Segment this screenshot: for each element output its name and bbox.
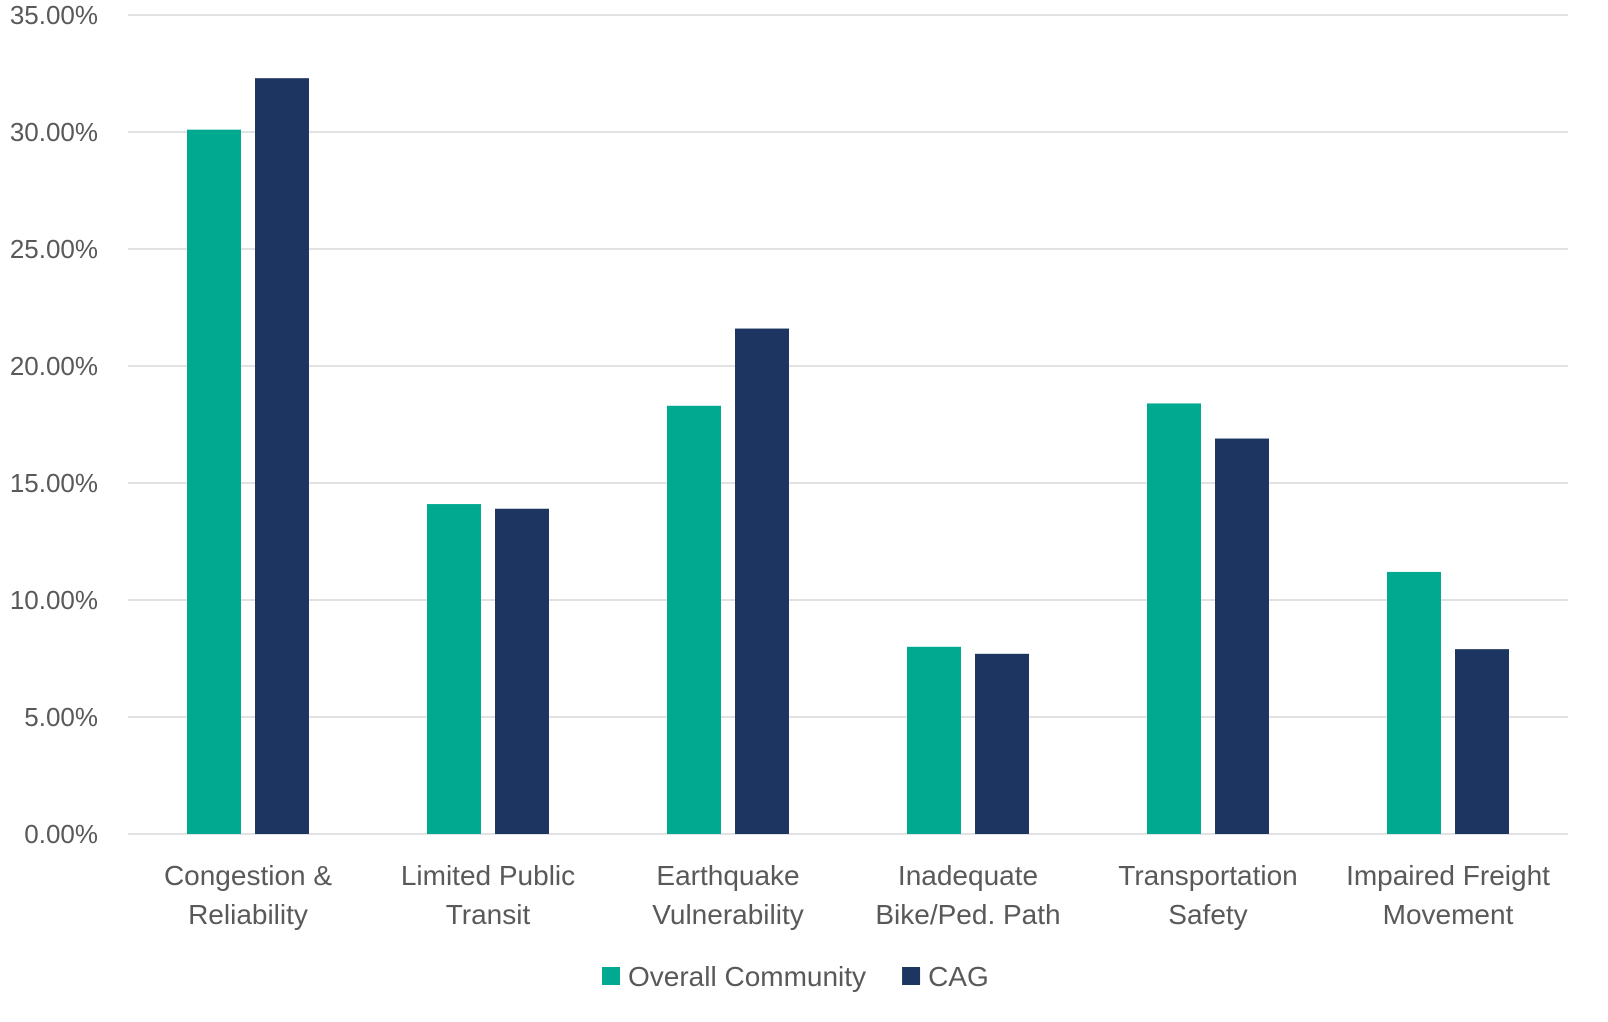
x-tick-label: Impaired Freight	[1346, 860, 1550, 891]
legend-swatch	[902, 967, 921, 985]
x-tick-label: Transit	[446, 899, 531, 930]
y-tick-label: 15.00%	[10, 468, 98, 498]
x-tick-label: Limited Public	[401, 860, 575, 891]
x-tick-label: Earthquake	[656, 860, 799, 891]
x-tick-label: Transportation	[1118, 860, 1298, 891]
bar-overall-community	[427, 504, 481, 834]
bar-overall-community	[667, 405, 721, 834]
bar-overall-community	[1387, 571, 1441, 834]
x-tick-label: Reliability	[188, 899, 308, 930]
y-axis-ticks: 0.00% 5.00% 10.00% 15.00% 20.00% 25.00% 30.00%…	[10, 0, 98, 849]
y-tick-label: 20.00%	[10, 351, 98, 381]
gridlines	[128, 14, 1568, 835]
x-tick-label: Vulnerability	[652, 899, 803, 930]
bar-cag	[255, 78, 309, 835]
bar-overall-community	[907, 646, 961, 834]
bar-cag	[495, 508, 549, 834]
y-tick-label: 35.00%	[10, 0, 98, 30]
x-axis-ticks: Congestion & Reliability Limited Public Tra…	[164, 860, 1550, 930]
y-tick-label: 10.00%	[10, 585, 98, 615]
bars	[187, 78, 1509, 835]
y-tick-label: 5.00%	[24, 702, 98, 732]
legend-label: Overall Community	[628, 961, 866, 992]
x-tick-label: Inadequate	[898, 860, 1038, 891]
legend-swatch	[602, 967, 620, 985]
x-tick-label: Safety	[1168, 899, 1247, 930]
y-tick-label: 30.00%	[10, 117, 98, 147]
legend-label: CAG	[928, 961, 989, 992]
legend-item: Overall Community	[602, 961, 866, 992]
bar-cag	[975, 653, 1029, 834]
x-tick-label: Movement	[1383, 899, 1514, 930]
y-tick-label: 25.00%	[10, 234, 98, 264]
legend-item: CAG	[902, 961, 989, 992]
bar-cag	[1215, 438, 1269, 834]
legend: Overall Community CAG	[602, 961, 989, 992]
bar-cag	[1455, 649, 1509, 834]
bar-overall-community	[187, 129, 241, 834]
x-tick-label: Bike/Ped. Path	[875, 899, 1060, 930]
bar-overall-community	[1147, 403, 1201, 834]
x-tick-label: Congestion &	[164, 860, 332, 891]
bar-cag	[735, 328, 789, 834]
y-tick-label: 0.00%	[24, 819, 98, 849]
